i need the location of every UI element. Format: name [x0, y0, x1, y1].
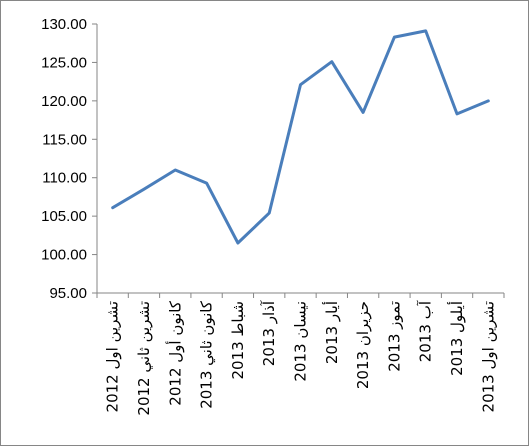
y-tick-label: 95.00: [49, 285, 87, 302]
series-layer: [113, 31, 489, 243]
x-tick-label: تشرين اول 2013: [479, 301, 497, 412]
x-tick-label: شباط 2013: [229, 301, 247, 380]
y-tick-label: 120.00: [41, 93, 87, 110]
y-tick-label: 110.00: [42, 170, 87, 187]
y-axis-tick-labels: 95.00 100.00 105.00 110.00 115.00 120.00 125.0…: [41, 16, 87, 302]
x-axis-tick-labels: تشرين اول 2012 تشرين ثاني 2012 كانون أول 2…: [104, 300, 498, 415]
y-axis-ticks: [92, 24, 97, 293]
y-tick-label: 115.00: [42, 131, 87, 148]
x-tick-label: أيلول 2013: [447, 301, 466, 376]
x-tick-label: تشرين ثاني 2012: [135, 301, 154, 416]
series-line: [113, 31, 489, 243]
x-tick-label: تشرين اول 2012: [104, 301, 122, 412]
x-axis-ticks: [97, 293, 504, 298]
x-tick-label: آذار 2013: [260, 300, 278, 366]
y-tick-label: 100.00: [41, 247, 87, 264]
y-tick-label: 130.00: [41, 16, 87, 33]
x-tick-label: كانون أول 2012: [165, 300, 184, 406]
x-tick-label: كانون ثاني 2013: [198, 300, 217, 409]
x-tick-label: نيسان 2013: [292, 301, 310, 382]
x-tick-label: أيار 2013: [322, 301, 341, 364]
x-tick-label: حزيران 2013: [354, 301, 372, 389]
x-tick-label: آب 2013: [417, 300, 435, 362]
y-tick-label: 125.00: [41, 54, 87, 71]
y-tick-label: 105.00: [41, 208, 87, 225]
x-tick-label: تموز 2013: [385, 301, 403, 372]
